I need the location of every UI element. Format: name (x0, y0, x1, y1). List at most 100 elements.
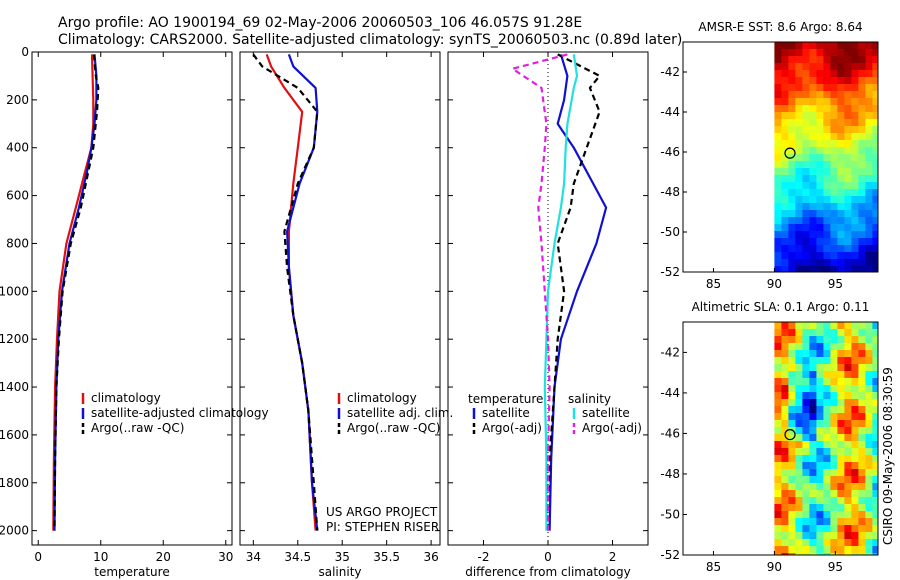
sst_map-heat-cell (774, 210, 782, 218)
temperature-legend-label: satellite-adjusted climatology (91, 406, 269, 420)
sla_map-heat-cell (781, 364, 789, 372)
sst_map-heat-cell (823, 182, 831, 190)
sst_map-heat-cell (781, 42, 789, 50)
sla_map-heat-cell (823, 441, 831, 449)
sst_map-heat-cell (837, 154, 845, 162)
sst_map-heat-cell (844, 98, 852, 106)
sst_map-heat-cell (809, 126, 817, 134)
sst_map-heat-cell (774, 217, 782, 225)
sla_map-heat-cell (830, 406, 838, 414)
sla_map-heat-cell (788, 539, 796, 547)
sla_map-heat-cell (844, 329, 852, 337)
sst_map-heat-cell (781, 175, 789, 183)
sst_map-heat-cell (788, 98, 796, 106)
sst_map-heat-cell (823, 119, 831, 127)
sst_map-heat-cell (865, 224, 873, 232)
sla_map-heat-cell (830, 441, 838, 449)
sst_map-heat-cell (844, 252, 852, 260)
sla_map-heat-cell (872, 497, 879, 505)
sla_map-heat-cell (816, 448, 824, 456)
sst_map-heat-cell (872, 126, 879, 134)
sst_map-heat-cell (858, 175, 866, 183)
sst_map-heat-cell (774, 196, 782, 204)
sst_map-ytick-label: -48 (660, 185, 680, 199)
sla_map-heat-cell (802, 357, 810, 365)
sst_map-heat-cell (837, 63, 845, 71)
sst_map-heat-cell (788, 252, 796, 260)
sst_map-heat-cell (809, 105, 817, 113)
sst_map-heat-cell (851, 112, 859, 120)
sst_map-heat-cell (844, 266, 852, 273)
sst_map-heat-cell (781, 161, 789, 169)
sla_map-heat-cell (865, 448, 873, 456)
sst_map-heat-cell (809, 224, 817, 232)
sla_map-heat-cell (858, 350, 866, 358)
sst_map-heat-cell (851, 217, 859, 225)
sst_map-heat-cell (795, 266, 803, 273)
sst_map-heat-cell (809, 63, 817, 71)
sst_map-heat-cell (781, 224, 789, 232)
sst_map-heat-cell (837, 77, 845, 85)
sst_map-heat-cell (816, 98, 824, 106)
sla_map-heat-cell (872, 448, 879, 456)
sla_map-heat-cell (774, 539, 782, 547)
sla_map-heat-cell (858, 546, 866, 554)
sla_map-heat-cell (844, 413, 852, 421)
sst_map-heat-cell (823, 196, 831, 204)
salinity-xtick-label: 36 (423, 550, 438, 564)
sst_map-heat-cell (823, 238, 831, 246)
sla_map-heat-cell (865, 532, 873, 540)
sst_map-heat-cell (830, 56, 838, 64)
sst_map-heat-cell (788, 105, 796, 113)
sla_map-heat-cell (781, 378, 789, 386)
sst_map-heat-cell (816, 112, 824, 120)
sla_map-heat-cell (830, 518, 838, 526)
sst_map-heat-cell (872, 231, 879, 239)
sst_map-heat-cell (802, 175, 810, 183)
sst_map-heat-cell (788, 203, 796, 211)
difference-xtick-label: 2 (609, 550, 617, 564)
sst_map-heat-cell (865, 196, 873, 204)
sla_map-heat-cell (823, 350, 831, 358)
sst_map-heat-cell (795, 84, 803, 92)
sst_map-heat-cell (823, 84, 831, 92)
sst_map-heat-cell (781, 126, 789, 134)
sla_map-heat-cell (788, 518, 796, 526)
sla_map-heat-cell (816, 371, 824, 379)
sla_map-heat-cell (781, 518, 789, 526)
sst_map-heat-cell (809, 84, 817, 92)
sla_map-heat-cell (858, 364, 866, 372)
sla_map-heat-cell (865, 413, 873, 421)
sla_map-heat-cell (872, 329, 879, 337)
sst_map-heat-cell (865, 266, 873, 273)
sst_map-heat-cell (781, 56, 789, 64)
sst_map-heat-cell (788, 224, 796, 232)
sla_map-heat-cell (788, 350, 796, 358)
sst_map-heat-cell (865, 140, 873, 148)
sla_map-heat-cell (851, 490, 859, 498)
sst_map-heat-cell (872, 133, 879, 141)
difference-xlabel: difference from climatology (465, 565, 631, 579)
sla_map-heat-cell (837, 406, 845, 414)
sla_map-heat-cell (802, 483, 810, 491)
sst_map-heat-cell (816, 42, 824, 50)
sla_map-heat-cell (809, 371, 817, 379)
sla_map-heat-cell (851, 441, 859, 449)
sst_map-heat-cell (858, 259, 866, 267)
sla_map-heat-cell (830, 476, 838, 484)
sla_map-heat-cell (844, 336, 852, 344)
sla_map-heat-cell (865, 490, 873, 498)
sst_map-heat-cell (774, 105, 782, 113)
sst_map-heat-cell (781, 112, 789, 120)
sla_map-heat-cell (858, 441, 866, 449)
sla_map-heat-cell (809, 427, 817, 435)
sst_map-heat-cell (774, 224, 782, 232)
temperature-xlabel: temperature (94, 565, 169, 579)
sst_map-heat-cell (774, 175, 782, 183)
sst_map-heat-cell (823, 266, 831, 273)
sla_map-heat-cell (823, 525, 831, 533)
sst_map-heat-cell (802, 217, 810, 225)
sst_map-heat-cell (844, 238, 852, 246)
sla_map-heat-cell (844, 343, 852, 351)
sla_map-heat-cell (830, 392, 838, 400)
